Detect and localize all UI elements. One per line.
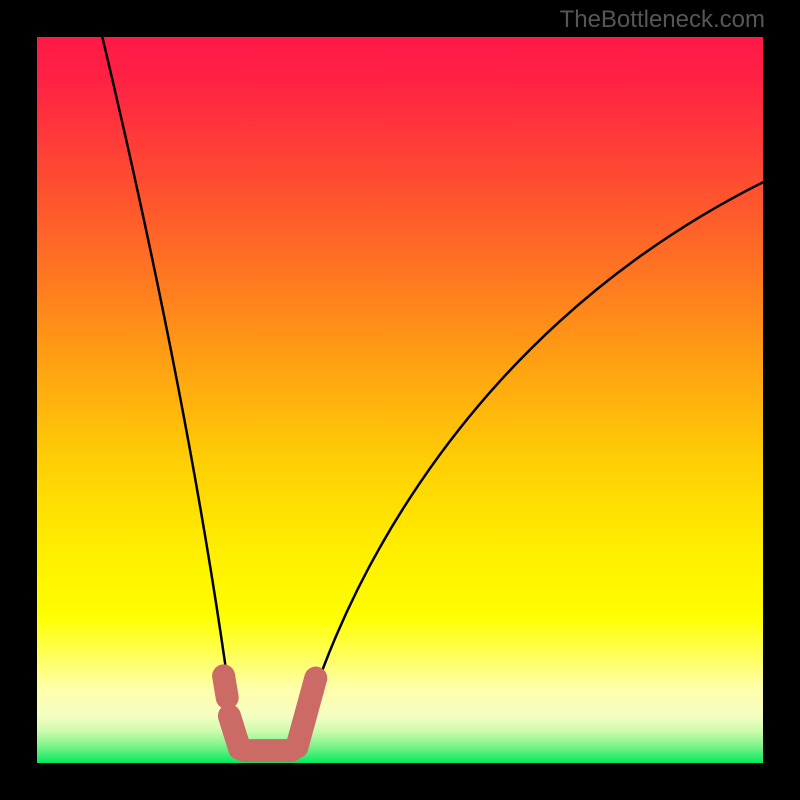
plot-area (37, 37, 763, 763)
watermark-text: TheBottleneck.com (560, 6, 765, 34)
chart-stage: TheBottleneck.com (0, 0, 800, 800)
overlay-segment (224, 676, 228, 698)
bottleneck-chart (0, 0, 800, 800)
gradient-background (37, 37, 763, 763)
